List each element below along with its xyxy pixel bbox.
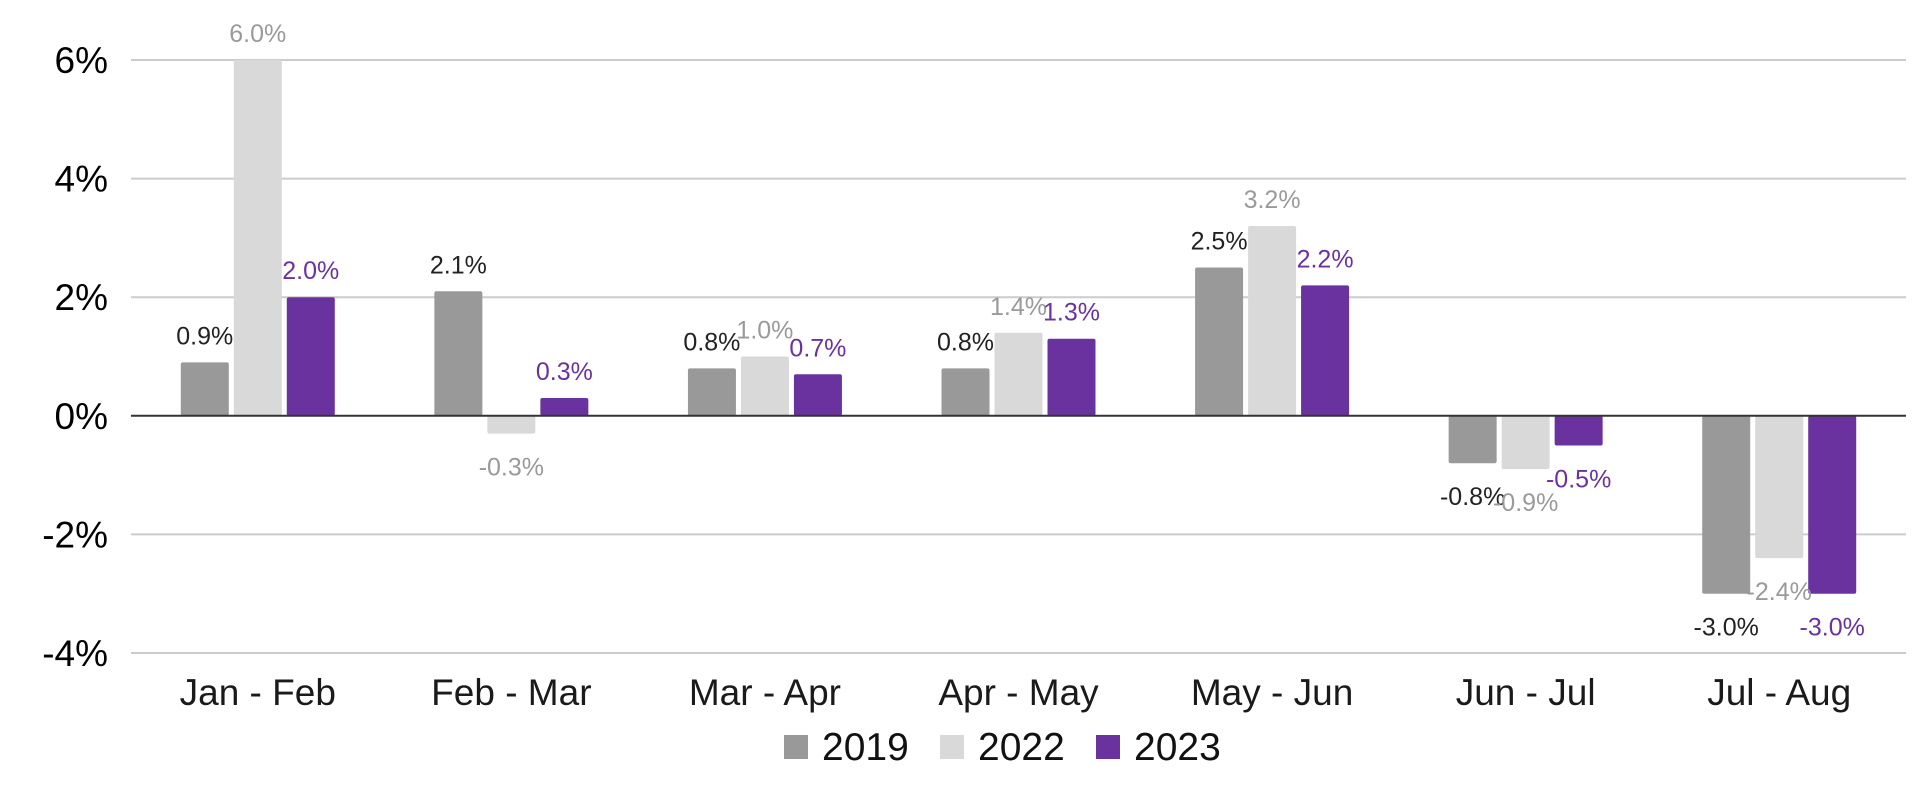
bar-2019-1 xyxy=(434,291,483,416)
legend-label-2022: 2022 xyxy=(978,726,1065,769)
legend: 2019 2022 2023 xyxy=(784,726,1221,769)
bar-2019-5 xyxy=(1448,415,1497,464)
y-tick-label: 2% xyxy=(55,277,108,318)
bar-2019-2 xyxy=(687,368,736,416)
bar-2019-6 xyxy=(1702,415,1751,594)
data-label-2019-5: -0.8% xyxy=(1440,483,1505,511)
bars xyxy=(180,60,1857,594)
y-tick-label: 6% xyxy=(55,40,108,81)
legend-label-2023: 2023 xyxy=(1134,726,1221,769)
data-label-2019-4: 2.5% xyxy=(1191,228,1248,256)
data-label-2022-4: 3.2% xyxy=(1244,186,1301,214)
y-tick-label: 0% xyxy=(55,396,108,437)
data-label-2023-5: -0.5% xyxy=(1546,465,1611,493)
data-label-2023-1: 0.3% xyxy=(536,358,593,386)
bar-2023-2 xyxy=(793,374,842,416)
data-labels: 0.9%6.0%2.0% 2.1%-0.3%0.3%0.8%1.0%0.7% 0.8… xyxy=(176,20,1865,642)
data-label-2023-0: 2.0% xyxy=(282,257,339,285)
bar-2022-6 xyxy=(1755,415,1804,559)
x-axis-category-labels: Jan - Feb Feb - Mar Mar - Apr Apr - May May … xyxy=(180,672,1852,713)
legend-label-2019: 2019 xyxy=(822,726,909,769)
data-label-2023-6: -3.0% xyxy=(1800,614,1865,642)
x-category-label: Feb - Mar xyxy=(431,672,591,713)
data-label-2022-2: 1.0% xyxy=(736,317,793,345)
data-label-2019-3: 0.8% xyxy=(937,328,994,356)
bar-2022-3 xyxy=(994,332,1043,416)
data-label-2023-2: 0.7% xyxy=(789,334,846,362)
legend-swatch-2023 xyxy=(1096,735,1120,759)
bar-2022-4 xyxy=(1248,226,1297,416)
data-label-2019-6: -3.0% xyxy=(1694,614,1759,642)
data-label-2019-0: 0.9% xyxy=(176,322,233,350)
data-label-2022-6: -2.4% xyxy=(1747,578,1812,606)
bar-2023-0 xyxy=(286,297,335,416)
data-label-2022-0: 6.0% xyxy=(229,20,286,48)
bar-2022-1 xyxy=(487,415,536,434)
bar-2023-5 xyxy=(1554,415,1603,446)
bar-2019-0 xyxy=(180,362,229,416)
x-category-label: Jul - Aug xyxy=(1707,672,1851,713)
bar-2022-0 xyxy=(233,60,282,416)
y-tick-label: 4% xyxy=(55,159,108,200)
bar-2022-5 xyxy=(1501,415,1550,470)
data-label-2022-3: 1.4% xyxy=(990,293,1047,321)
x-category-label: Mar - Apr xyxy=(689,672,841,713)
x-category-label: Jun - Jul xyxy=(1456,672,1596,713)
bar-2022-2 xyxy=(740,356,789,416)
data-label-2019-1: 2.1% xyxy=(430,251,487,279)
bar-2023-6 xyxy=(1808,415,1857,594)
data-label-2022-5: -0.9% xyxy=(1493,489,1558,517)
legend-swatch-2019 xyxy=(784,735,808,759)
bar-2019-3 xyxy=(941,368,990,416)
bar-2023-1 xyxy=(540,398,589,416)
bar-2019-4 xyxy=(1195,267,1244,416)
data-label-2022-1: -0.3% xyxy=(479,454,544,482)
y-axis-tick-labels: 6% 4% 2% 0% -2% -4% xyxy=(42,40,108,674)
data-label-2023-4: 2.2% xyxy=(1297,245,1354,273)
y-tick-label: -2% xyxy=(42,514,108,555)
y-tick-label: -4% xyxy=(42,633,108,674)
x-category-label: May - Jun xyxy=(1191,672,1353,713)
data-label-2023-3: 1.3% xyxy=(1043,299,1100,327)
gridlines xyxy=(131,59,1906,654)
x-category-label: Apr - May xyxy=(938,672,1099,713)
x-category-label: Jan - Feb xyxy=(180,672,336,713)
bar-2023-4 xyxy=(1301,285,1350,416)
data-label-2019-2: 0.8% xyxy=(683,328,740,356)
bar-2023-3 xyxy=(1047,338,1096,416)
legend-swatch-2022 xyxy=(940,735,964,759)
